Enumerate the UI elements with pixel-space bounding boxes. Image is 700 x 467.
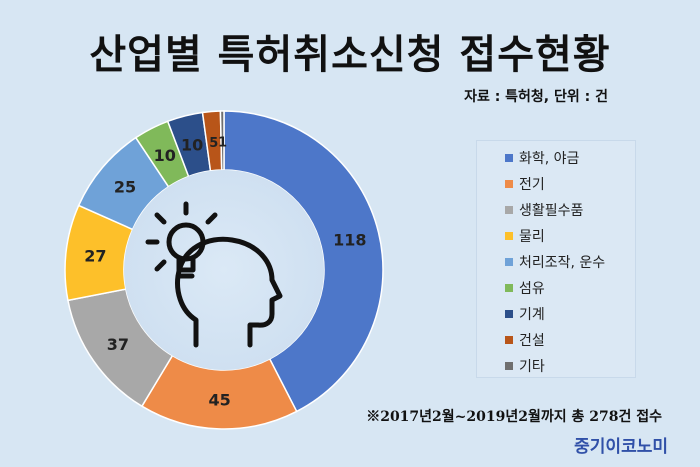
legend-swatch [505, 310, 513, 318]
data-label: 10 [154, 146, 176, 165]
legend-label: 물리 [519, 229, 545, 245]
legend-label: 전기 [519, 177, 545, 193]
legend-label: 기타 [519, 359, 545, 375]
legend-item: 화학, 야금 [477, 145, 635, 171]
page-title: 산업별 특허취소신청 접수현황 [89, 32, 611, 78]
legend-item: 생활필수품 [477, 197, 635, 223]
source-note: 자료 : 특허청, 단위 : 건 [464, 89, 608, 105]
legend-swatch [505, 232, 513, 240]
data-label: 1 [218, 136, 227, 151]
legend-swatch [505, 206, 513, 214]
head-lightbulb-icon [145, 201, 283, 348]
legend-item: 건설 [477, 327, 635, 353]
legend-item: 기타 [477, 353, 635, 379]
data-label: 10 [181, 135, 203, 154]
legend-label: 기계 [519, 307, 545, 323]
legend-label: 건설 [519, 333, 545, 349]
legend-swatch [505, 336, 513, 344]
legend-swatch [505, 154, 513, 162]
legend-label: 화학, 야금 [519, 151, 580, 167]
legend-label: 섬유 [519, 281, 545, 297]
data-label: 5 [209, 136, 218, 151]
legend-swatch [505, 258, 513, 266]
legend-item: 섬유 [477, 275, 635, 301]
legend-item: 처리조작, 운수 [477, 249, 635, 275]
data-label: 118 [333, 231, 366, 250]
legend-swatch [505, 284, 513, 292]
donut-hole [124, 170, 324, 370]
legend-item: 물리 [477, 223, 635, 249]
legend-item: 전기 [477, 171, 635, 197]
data-label: 37 [107, 335, 129, 354]
data-label: 45 [208, 390, 230, 409]
legend-item: 기계 [477, 301, 635, 327]
data-label: 27 [84, 246, 106, 265]
footnote: ※2017년2월~2019년2월까지 총 278건 접수 [366, 409, 662, 425]
legend-label: 생활필수품 [519, 203, 584, 219]
legend-swatch [505, 180, 513, 188]
legend-label: 처리조작, 운수 [519, 255, 606, 271]
data-label: 25 [114, 178, 136, 197]
brand-logo: 중기이코노미 [574, 437, 668, 457]
legend-swatch [505, 362, 513, 370]
